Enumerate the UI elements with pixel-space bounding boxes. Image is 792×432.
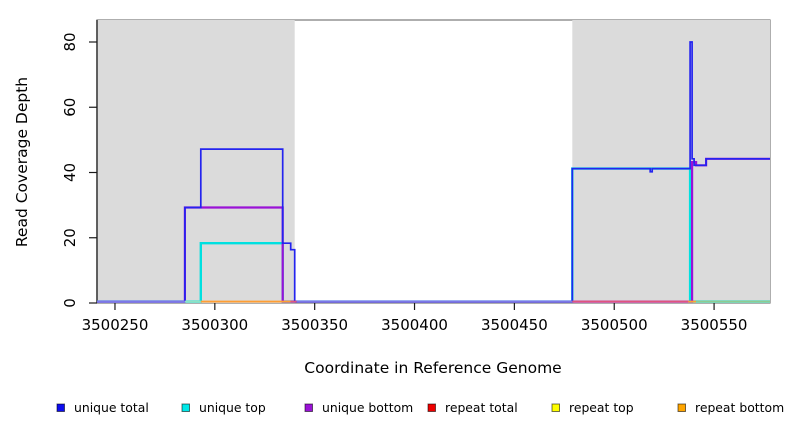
y-tick-label: 40: [61, 163, 79, 182]
y-tick-label: 20: [61, 228, 79, 247]
legend-label-repeat-bottom: repeat bottom: [695, 400, 784, 415]
x-tick-label: 3500250: [82, 316, 149, 334]
x-axis-title: Coordinate in Reference Genome: [304, 359, 561, 377]
legend-label-unique-total: unique total: [74, 400, 149, 415]
legend-swatch-repeat-total: [427, 403, 436, 412]
legend-swatch-repeat-bottom: [677, 403, 686, 412]
x-tick-label: 3500300: [181, 316, 248, 334]
legend-label-unique-bottom: unique bottom: [322, 400, 413, 415]
plot-layers: 3500250 3500300 3500350 3500400 3500450 35005…: [61, 19, 771, 334]
x-tick-label: 3500350: [281, 316, 348, 334]
x-tick-label: 3500550: [681, 316, 748, 334]
repeat-region-shade: [97, 20, 295, 303]
legend-swatch-unique-total: [56, 403, 65, 412]
legend-label-repeat-total: repeat total: [445, 400, 518, 415]
legend-swatch-repeat-top: [551, 403, 560, 412]
y-axis-title: Read Coverage Depth: [13, 77, 31, 247]
x-tick-label: 3500500: [581, 316, 648, 334]
legend-label-repeat-top: repeat top: [569, 400, 634, 415]
legend-swatch-unique-bottom: [304, 403, 313, 412]
legend-label-unique-top: unique top: [199, 400, 266, 415]
y-tick-label: 0: [61, 298, 79, 308]
y-tick-label: 60: [61, 98, 79, 117]
chart-legend: unique total unique top unique bottom repea…: [56, 400, 784, 415]
repeat-region-shade: [572, 20, 770, 303]
x-tick-label: 3500400: [381, 316, 448, 334]
x-tick-label: 3500450: [481, 316, 548, 334]
legend-swatch-unique-top: [181, 403, 190, 412]
series-unique-total: [97, 41, 770, 303]
y-tick-label: 80: [61, 32, 79, 51]
